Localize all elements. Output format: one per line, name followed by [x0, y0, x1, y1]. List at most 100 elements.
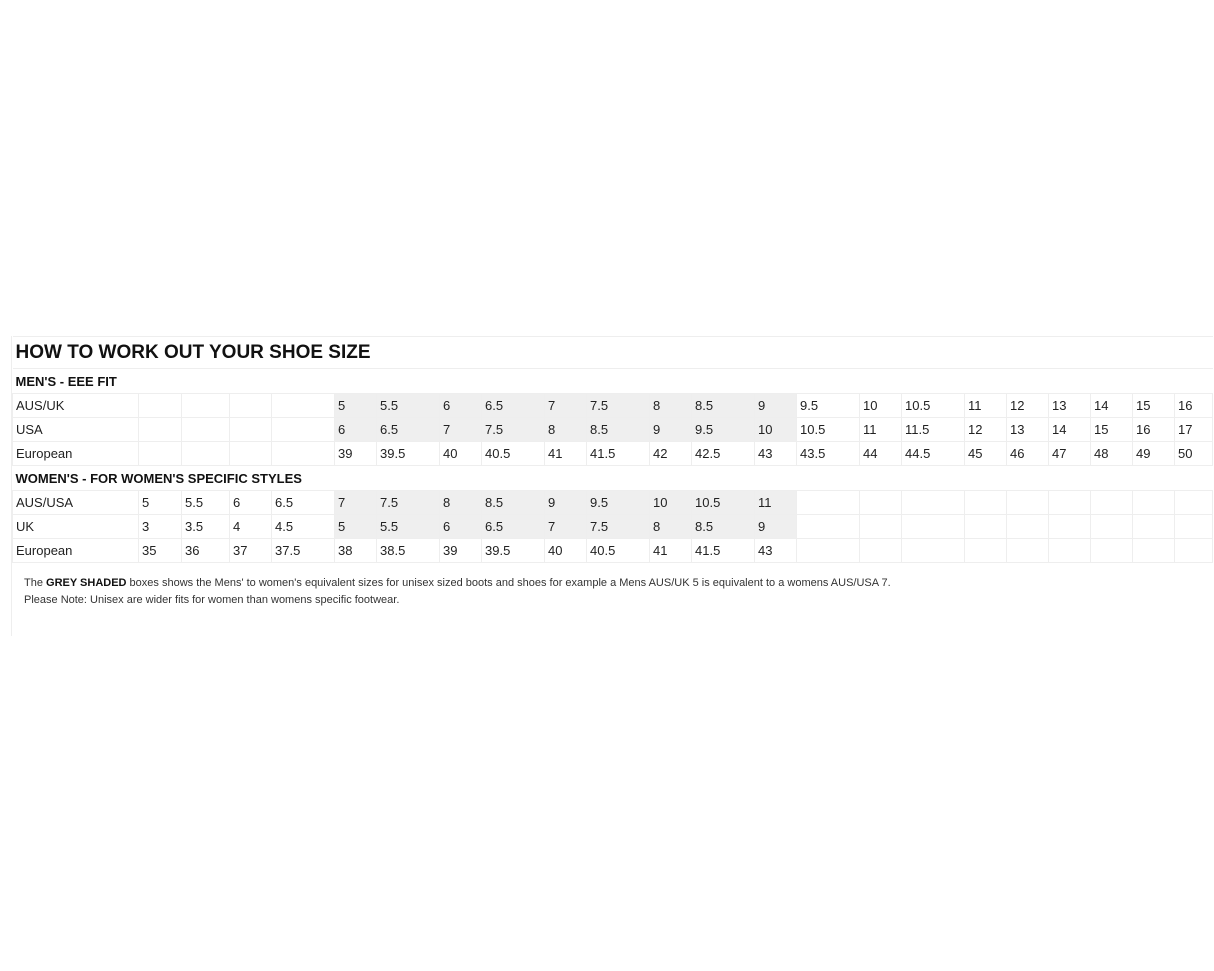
footnotes: The GREY SHADED boxes shows the Mens' to…: [12, 563, 1212, 609]
size-cell: 47: [1048, 441, 1091, 466]
row-label: European: [12, 441, 139, 466]
size-cell: [181, 417, 230, 442]
size-cell: [1006, 538, 1049, 563]
table-row: UK 3 3.5 4 4.5 5 5.5 6 6.5 7 7.5 8 8.5 9: [12, 514, 1214, 539]
section-heading-row: WOMEN'S - FOR WOMEN'S SPECIFIC STYLES: [12, 465, 1213, 491]
size-cell: 41.5: [586, 441, 650, 466]
size-cell: [901, 490, 965, 515]
size-cell: [229, 417, 272, 442]
size-cell: 16: [1173, 393, 1214, 418]
size-cell: 6.5: [271, 490, 335, 515]
size-cell: 8: [649, 393, 692, 418]
size-cell: 48: [1090, 441, 1133, 466]
size-cell: 12: [1006, 393, 1049, 418]
size-cell: [1006, 514, 1049, 539]
size-cell: [1132, 538, 1175, 563]
size-cell: 17: [1173, 417, 1214, 442]
size-cell: 9.5: [691, 417, 755, 442]
size-cell: 38.5: [376, 538, 440, 563]
section-heading-row: MEN'S - EEE FIT: [12, 368, 1213, 394]
size-cell: [1048, 514, 1091, 539]
size-table: HOW TO WORK OUT YOUR SHOE SIZE MEN'S - E…: [12, 336, 1214, 563]
size-cell: [1048, 490, 1091, 515]
size-cell: 37.5: [271, 538, 335, 563]
row-label: AUS/USA: [12, 490, 139, 515]
row-label: AUS/UK: [12, 393, 139, 418]
size-cell: [796, 514, 860, 539]
size-cell: 5.5: [376, 514, 440, 539]
size-cell: 7: [439, 417, 482, 442]
size-cell: [138, 393, 182, 418]
size-cell: 11: [754, 490, 797, 515]
size-cell: 41.5: [691, 538, 755, 563]
size-cell: 9: [754, 514, 797, 539]
size-cell: 40: [544, 538, 587, 563]
size-cell: [796, 538, 860, 563]
size-cell: [901, 514, 965, 539]
size-cell: [271, 393, 335, 418]
size-cell: 7: [334, 490, 377, 515]
size-cell: 6.5: [481, 514, 545, 539]
size-cell: 7.5: [586, 514, 650, 539]
title-row: HOW TO WORK OUT YOUR SHOE SIZE: [12, 336, 1213, 369]
size-cell: 11: [859, 417, 902, 442]
size-cell: 50: [1173, 441, 1214, 466]
size-cell: 9: [754, 393, 797, 418]
size-cell: 44.5: [901, 441, 965, 466]
size-cell: 7.5: [586, 393, 650, 418]
size-cell: 43: [754, 538, 797, 563]
row-label: USA: [12, 417, 139, 442]
size-cell: [1173, 514, 1214, 539]
size-cell: [229, 441, 272, 466]
size-cell: 45: [964, 441, 1007, 466]
size-cell: 4: [229, 514, 272, 539]
size-cell: 5.5: [376, 393, 440, 418]
size-cell: 8: [544, 417, 587, 442]
size-cell: 10.5: [796, 417, 860, 442]
size-cell: 7: [544, 514, 587, 539]
size-cell: 6: [439, 514, 482, 539]
size-cell: 13: [1048, 393, 1091, 418]
size-cell: 6.5: [376, 417, 440, 442]
size-cell: 5: [138, 490, 182, 515]
size-cell: 41: [544, 441, 587, 466]
size-cell: 10: [754, 417, 797, 442]
size-cell: [964, 514, 1007, 539]
size-cell: 6: [229, 490, 272, 515]
size-cell: [859, 514, 902, 539]
size-cell: 6: [439, 393, 482, 418]
size-cell: [229, 393, 272, 418]
size-cell: 16: [1132, 417, 1175, 442]
size-cell: 40.5: [586, 538, 650, 563]
size-cell: [859, 538, 902, 563]
size-cell: 9: [649, 417, 692, 442]
size-cell: 4.5: [271, 514, 335, 539]
size-cell: 3.5: [181, 514, 230, 539]
size-cell: 8.5: [481, 490, 545, 515]
size-cell: 5.5: [181, 490, 230, 515]
size-cell: 9.5: [796, 393, 860, 418]
size-cell: 14: [1090, 393, 1133, 418]
size-cell: [1132, 514, 1175, 539]
size-cell: 46: [1006, 441, 1049, 466]
page-title: HOW TO WORK OUT YOUR SHOE SIZE: [12, 336, 1213, 369]
size-cell: 40: [439, 441, 482, 466]
size-cell: 8: [649, 514, 692, 539]
size-cell: [901, 538, 965, 563]
size-cell: 43: [754, 441, 797, 466]
note-unisex: Please Note: Unisex are wider fits for w…: [24, 594, 400, 606]
size-cell: 39: [439, 538, 482, 563]
size-cell: 35: [138, 538, 182, 563]
table-row: European 39 39.5 40 40.5 41 41.5 42 42.5 43 43.5 44…: [12, 441, 1214, 466]
size-cell: [1173, 538, 1214, 563]
size-cell: 9: [544, 490, 587, 515]
size-cell: 44: [859, 441, 902, 466]
size-cell: 11.5: [901, 417, 965, 442]
size-cell: [859, 490, 902, 515]
size-cell: [1132, 490, 1175, 515]
size-cell: 10: [859, 393, 902, 418]
size-cell: 42: [649, 441, 692, 466]
size-cell: [796, 490, 860, 515]
size-cell: 8.5: [691, 514, 755, 539]
size-cell: [181, 393, 230, 418]
